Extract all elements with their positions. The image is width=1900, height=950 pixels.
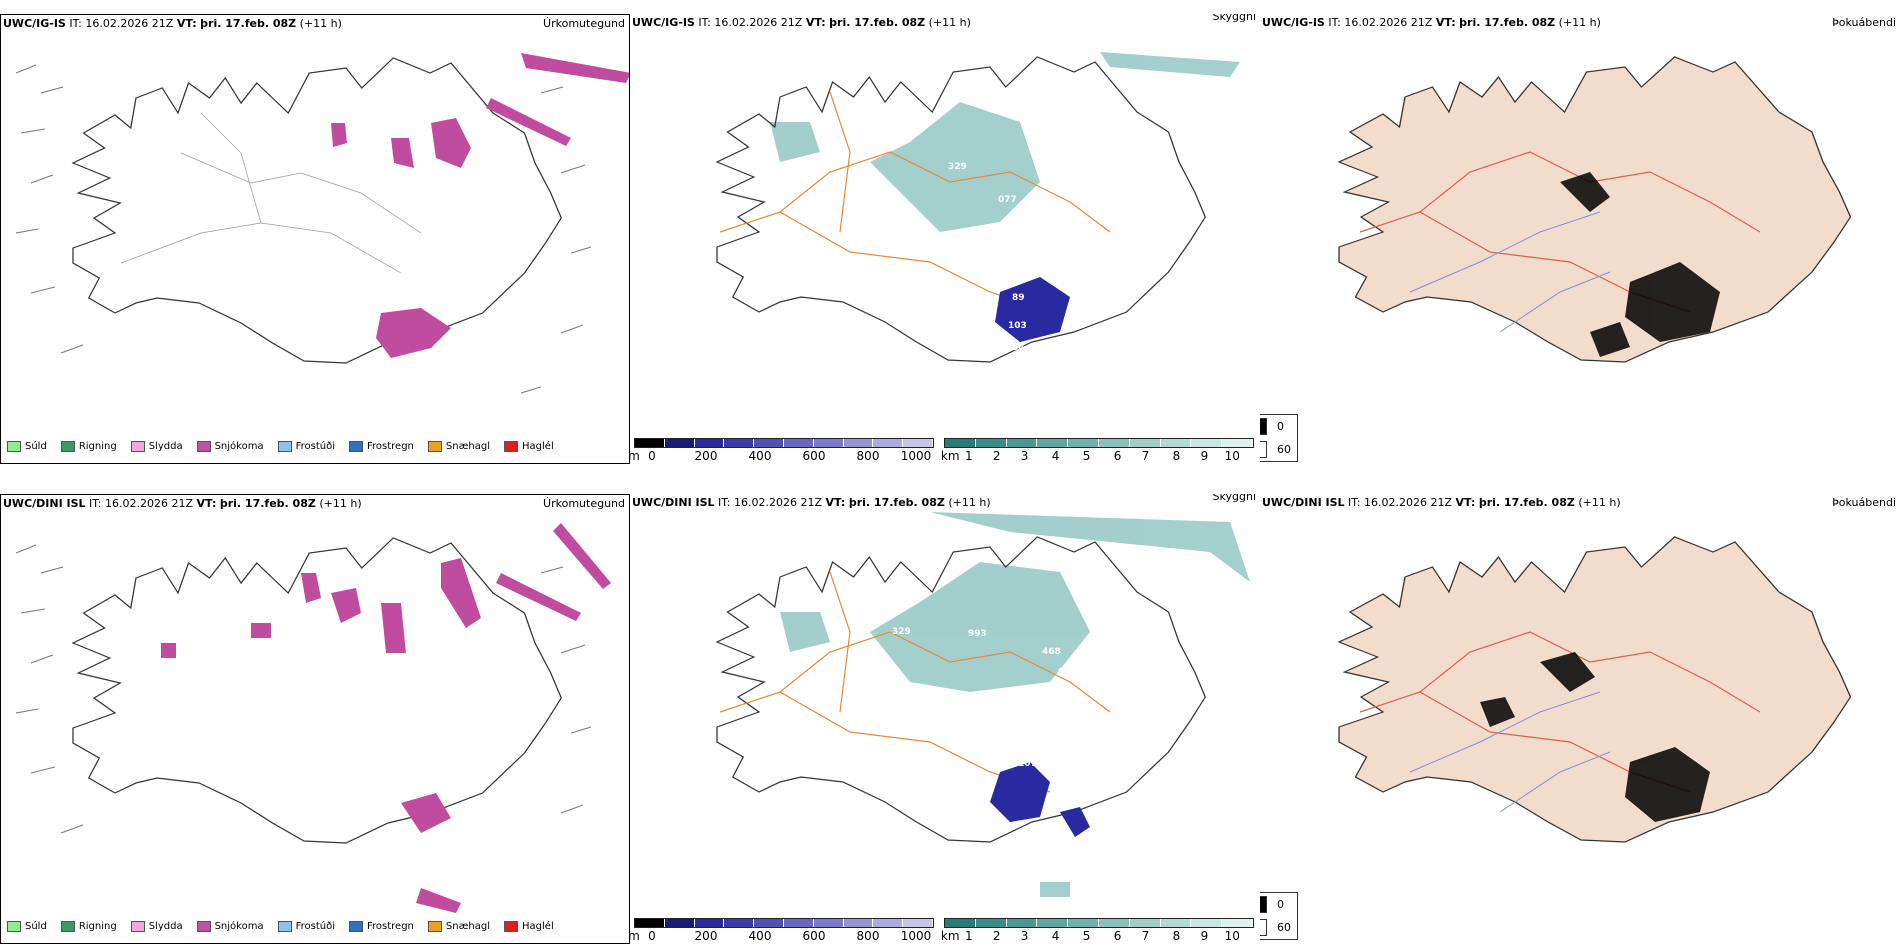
iceland-outline <box>72 57 562 364</box>
fog-map <box>1338 56 1852 363</box>
precip-map <box>15 53 629 394</box>
legend-item: Snæhagl <box>427 921 490 932</box>
precip-legend-2: Súld Rigning Slydda Snjókoma Frostúði Fr… <box>7 921 554 932</box>
map-label: 092 <box>1040 687 1059 697</box>
cloud-title-2: Skyggni <box>1212 494 1256 503</box>
map-label: 98 <box>1068 795 1081 805</box>
legend-item: Súld <box>7 921 47 932</box>
map-label: 468 <box>1042 647 1061 657</box>
map-label: 13 <box>1062 321 1075 331</box>
precip-map-2 <box>15 523 611 913</box>
fog-title-2: Þokuábendi <box>1832 496 1896 509</box>
legend-item: Slydda <box>130 921 183 932</box>
map-label: 333 <box>1052 773 1071 783</box>
precip-legend: Súld Rigning Slydda Snjókoma Frostúði Fr… <box>7 441 554 452</box>
fog-title: Þokuábendi <box>1832 16 1896 29</box>
legend-item: Rigning <box>60 441 117 452</box>
legend-item: Snjókoma <box>196 441 264 452</box>
cloud-map-2: 329 993 468 978 561 69 092 208 107 333 9… <box>716 512 1250 897</box>
fog-map-2 <box>1338 536 1852 843</box>
legend-item: Snæhagl <box>427 441 490 452</box>
precip-title-2: Úrkomutegund <box>543 497 625 510</box>
ceiling-colorbar-2: m 0 200 400 600 800 1000 <box>630 918 934 943</box>
top-header-3: UWC/IG-IS IT: 16.02.2026 21Z VT: þri. 17… <box>1262 16 1601 29</box>
top-precip-panel: UWC/IG-IS IT: 16.02.2026 21Z VT: þri. 17… <box>0 14 630 464</box>
top-cloud-panel: UWC/IG-IS IT: 16.02.2026 21Z VT: þri. 17… <box>630 14 1260 464</box>
bottom-cloud-panel: UWC/DINI ISL IT: 16.02.2026 21Z VT: þri.… <box>630 494 1260 944</box>
cloud-title: Skyggni <box>1212 14 1256 23</box>
top-header: UWC/IG-IS IT: 16.02.2026 21Z VT: þri. 17… <box>3 17 342 30</box>
legend-item: Snjókoma <box>196 921 264 932</box>
bottom-header-2: UWC/DINI ISL IT: 16.02.2026 21Z VT: þri.… <box>632 496 991 509</box>
ceiling-colorbar: m 0 200 400 600 800 1000 <box>630 438 934 463</box>
bottom-fog-panel: UWC/DINI ISL IT: 16.02.2026 21Z VT: þri.… <box>1260 494 1900 944</box>
precip-title: Úrkomutegund <box>543 17 625 30</box>
map-label: 69 <box>1058 667 1071 677</box>
bottom-header-3: UWC/DINI ISL IT: 16.02.2026 21Z VT: þri.… <box>1262 496 1621 509</box>
fog-legend: 0 60 <box>1260 414 1298 462</box>
map-label: 329 <box>892 627 911 637</box>
top-fog-panel: UWC/IG-IS IT: 16.02.2026 21Z VT: þri. 17… <box>1260 14 1900 464</box>
legend-item: Haglél <box>504 441 554 452</box>
map-label: 208 <box>1048 745 1067 755</box>
map-label: 13 <box>1062 351 1075 361</box>
map-label: 077 <box>998 195 1017 205</box>
cloud-map: 329 077 89 103 84 99 13 13 <box>716 52 1240 377</box>
map-label: 107 <box>1018 759 1037 769</box>
iceland-fill <box>1338 56 1852 363</box>
legend-item: Frostregn <box>349 441 414 452</box>
legend-item: Rigning <box>60 921 117 932</box>
map-label: 978 <box>1090 625 1109 635</box>
visibility-colorbar: km 1 2 3 4 5 6 7 8 9 10 <box>941 438 1254 463</box>
map-label: 993 <box>968 629 987 639</box>
bottom-header: UWC/DINI ISL IT: 16.02.2026 21Z VT: þri.… <box>3 497 362 510</box>
fog-legend-2: 0 60 <box>1260 892 1298 940</box>
map-label: 89 <box>1012 293 1025 303</box>
bottom-precip-panel: UWC/DINI ISL IT: 16.02.2026 21Z VT: þri.… <box>0 494 630 944</box>
map-label: 329 <box>948 162 967 172</box>
map-label: 561 <box>1098 639 1117 649</box>
legend-item: Súld <box>7 441 47 452</box>
snow-areas <box>161 523 611 913</box>
snow-areas <box>331 53 629 358</box>
legend-item: Frostúði <box>277 921 335 932</box>
visibility-colorbar-2: km 1 2 3 4 5 6 7 8 9 10 <box>941 918 1254 943</box>
legend-item: Frostúði <box>277 441 335 452</box>
map-label: 99 <box>940 367 953 377</box>
iceland-fill <box>1338 536 1852 843</box>
map-label: 84 <box>1012 343 1025 353</box>
top-header-2: UWC/IG-IS IT: 16.02.2026 21Z VT: þri. 17… <box>632 16 971 29</box>
legend-item: Slydda <box>130 441 183 452</box>
map-label: 103 <box>1008 321 1027 331</box>
legend-item: Frostregn <box>349 921 414 932</box>
legend-item: Haglél <box>504 921 554 932</box>
